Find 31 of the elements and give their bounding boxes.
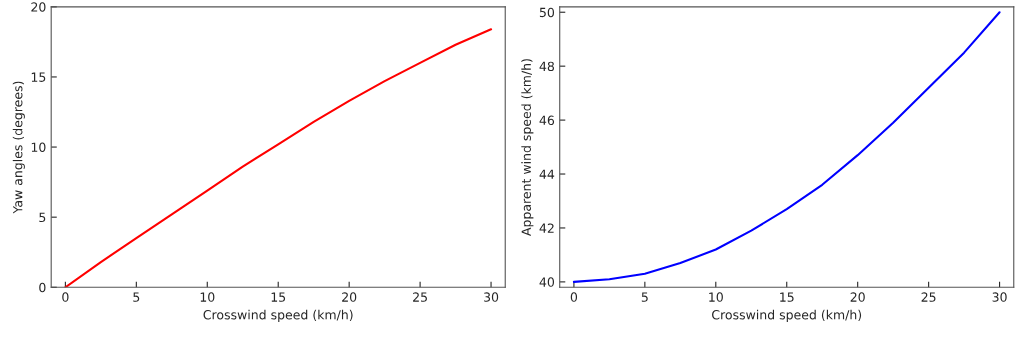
y-axis-title: Apparent wind speed (km/h) <box>521 59 534 236</box>
y-tick-label: 42 <box>539 223 554 233</box>
line-series <box>64 28 493 288</box>
x-tick-label: 20 <box>342 292 357 302</box>
y-tick-label: 15 <box>31 72 46 82</box>
y-tick-label: 10 <box>31 142 46 152</box>
y-tick-label: 48 <box>539 61 555 72</box>
x-tick-label: 0 <box>62 292 69 302</box>
y-tick-label: 40 <box>539 277 555 287</box>
y-tick-label: 5 <box>39 212 46 223</box>
y-tick-label: 20 <box>31 2 46 12</box>
y-tick-label: 46 <box>539 115 555 126</box>
x-tick-label: 25 <box>921 292 936 302</box>
y-tick-label: 50 <box>539 7 555 18</box>
y-axis-title: Yaw angles (degrees) <box>12 81 25 214</box>
x-tick-label: 10 <box>709 292 723 302</box>
x-tick-label: 20 <box>850 292 865 302</box>
line-series <box>572 11 1001 283</box>
y-tick-label: 44 <box>539 169 555 179</box>
x-tick-label: 0 <box>570 292 578 302</box>
x-tick-label: 30 <box>992 292 1007 302</box>
y-tick-label: 0 <box>39 282 46 293</box>
x-axis-title: Crosswind speed (km/h) <box>203 309 353 322</box>
x-tick-label: 25 <box>413 292 427 302</box>
x-tick-label: 30 <box>484 292 499 302</box>
x-tick-label: 15 <box>780 292 794 302</box>
x-tick-label: 5 <box>133 292 140 302</box>
x-tick-label: 15 <box>271 292 286 302</box>
x-tick-label: 10 <box>200 292 215 302</box>
x-tick-label: 5 <box>641 292 648 302</box>
x-axis-title: Crosswind speed (km/h) <box>712 309 862 322</box>
